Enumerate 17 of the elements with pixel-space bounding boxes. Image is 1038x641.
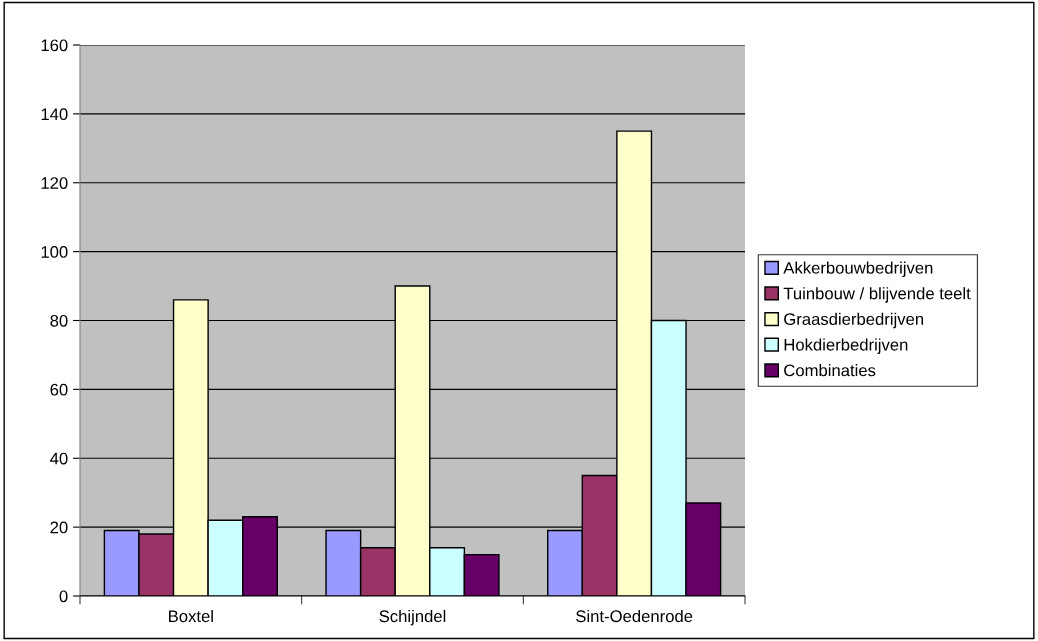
legend-label: Graasdierbedrijven	[784, 312, 924, 329]
legend-label: Akkerbouwbedrijven	[783, 261, 933, 278]
x-tick-label: Boxtel	[169, 609, 213, 623]
legend-label: Combinaties	[784, 364, 876, 377]
x-tick-label: Sint-Oedenrode	[576, 609, 693, 623]
y-tick-label: 40	[50, 452, 68, 465]
y-tick-label: 0	[59, 590, 68, 603]
y-tick-label: 120	[41, 177, 68, 189]
y-tick-label: 160	[41, 39, 68, 52]
legend-label: Tuinbouw / blijvende teelt	[783, 287, 971, 303]
y-tick-label: 80	[50, 314, 68, 327]
y-tick-label: 20	[50, 521, 68, 534]
x-tick-label: Schijndel	[379, 609, 446, 626]
legend-label: Hokdierbedrijven	[784, 338, 908, 354]
y-tick-label: 60	[50, 383, 68, 396]
y-tick-label: 140	[41, 108, 68, 121]
y-tick-label: 100	[41, 246, 68, 258]
